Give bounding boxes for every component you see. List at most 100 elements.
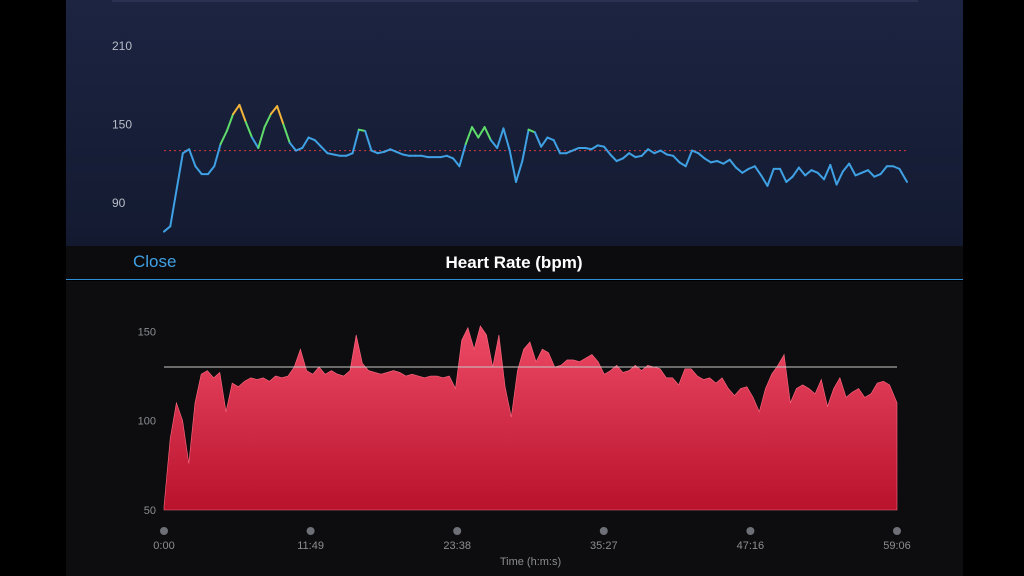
heart-rate-line-segment <box>678 161 687 168</box>
heart-rate-line-segment <box>584 146 593 151</box>
close-button[interactable]: Close <box>133 252 177 271</box>
heart-rate-line-segment <box>810 169 819 174</box>
heart-rate-line-segment <box>697 152 706 160</box>
heart-rate-line-segment <box>684 149 694 168</box>
heart-rate-line-segment <box>175 152 184 191</box>
heart-rate-line-segment <box>854 171 863 177</box>
heart-rate-line-segment <box>181 148 191 155</box>
heart-rate-line-segment <box>489 139 499 149</box>
x-tick-dot <box>893 527 901 535</box>
heart-rate-line-segment <box>502 127 511 152</box>
heart-rate-line-segment <box>251 136 260 149</box>
heart-rate-line-segment <box>879 165 888 176</box>
heart-rate-line-segment <box>829 163 838 186</box>
heart-rate-line-segment <box>288 141 298 152</box>
x-tick-dot <box>453 527 462 535</box>
x-tick-label: 0:00 <box>153 540 174 552</box>
heart-rate-line-segment <box>722 158 731 165</box>
heart-rate-line-segment <box>640 148 650 157</box>
heart-rate-line-segment <box>332 153 342 157</box>
heart-rate-line-segment <box>753 165 763 177</box>
heart-rate-line-segment <box>326 152 335 156</box>
heart-rate-line-segment <box>823 163 832 181</box>
heart-rate-line-segment <box>207 165 216 176</box>
chart-title: Heart Rate (bpm) <box>445 253 583 272</box>
heart-rate-line-segment <box>634 154 643 159</box>
heart-rate-line-segment <box>860 169 870 174</box>
heart-rate-line-segment <box>615 157 624 163</box>
heart-rate-line-segment <box>389 148 398 153</box>
heart-rate-line-segment <box>238 103 247 123</box>
heart-rate-line-segment <box>716 160 725 165</box>
heart-rate-line-segment <box>867 169 876 178</box>
heart-rate-line-segment <box>496 127 505 149</box>
chart-header-bar <box>66 246 963 280</box>
x-tick-dot <box>306 527 315 535</box>
heart-rate-line-segment <box>244 120 254 139</box>
header-divider <box>66 279 963 280</box>
heart-rate-line-segment <box>313 139 323 148</box>
heart-rate-line-segment <box>653 149 662 155</box>
heart-rate-line-segment <box>439 154 448 159</box>
heart-rate-line-segment <box>552 139 562 155</box>
heart-rate-line-segment <box>892 165 901 170</box>
heart-rate-line-segment <box>540 136 549 148</box>
heart-rate-line-segment <box>647 148 656 155</box>
heart-rate-line-segment <box>741 167 750 174</box>
x-axis-label: Time (h:m:s) <box>500 556 561 568</box>
heart-rate-line-segment <box>351 128 360 155</box>
heart-rate-line-segment <box>163 225 172 233</box>
heart-rate-line-segment <box>709 160 719 164</box>
heart-rate-line-segment <box>376 150 386 155</box>
y-tick-label: 210 <box>112 39 132 53</box>
heart-rate-line-segment <box>628 152 637 159</box>
heart-rate-line-segment <box>728 158 738 169</box>
heart-rate-line-segment <box>320 145 329 155</box>
heart-rate-line-segment <box>445 154 455 160</box>
heart-rate-line-segment <box>898 167 908 183</box>
heart-rate-area <box>163 325 898 511</box>
heart-rate-line-segment <box>735 166 744 174</box>
heart-rate-line-segment <box>188 148 197 168</box>
y-tick-label: 90 <box>112 196 126 210</box>
heart-rate-line-segment <box>194 165 203 176</box>
heart-rate-line-segment <box>672 154 681 164</box>
heart-rate-line-segment <box>621 152 631 160</box>
heart-rate-line-segment <box>357 128 367 132</box>
heart-rate-line-segment <box>873 173 882 178</box>
heart-rate-line-segment <box>760 174 769 187</box>
summary-chart-panel: 150 100 50 0:00 11:49 23:38 35:27 47:16 59:06 Tim… <box>66 281 963 576</box>
heart-rate-line-segment <box>420 154 430 159</box>
heart-rate-line-segment <box>477 126 486 139</box>
heart-rate-line-segment <box>791 166 800 178</box>
detail-chart-panel: 210 150 90 <box>66 0 963 246</box>
heart-rate-line-segment <box>464 126 474 146</box>
heart-rate-line-segment <box>515 160 524 183</box>
heart-rate-line-segment <box>282 123 291 144</box>
heart-rate-line-segment <box>263 113 272 129</box>
x-tick-dot <box>599 527 608 535</box>
heart-rate-line-segment <box>596 144 606 148</box>
heart-rate-line-segment <box>571 146 580 152</box>
heart-rate-line-segment <box>816 171 826 181</box>
y-tick-label: 150 <box>112 117 132 131</box>
heart-rate-line-segment <box>383 148 392 153</box>
heart-rate-line-segment <box>401 153 411 157</box>
heart-rate-line-segment <box>665 153 675 157</box>
heart-rate-line-segment <box>232 103 241 116</box>
heart-rate-line-segment <box>364 130 373 152</box>
heart-rate-line-segment <box>691 149 700 155</box>
heart-rate-line-segment <box>508 149 518 183</box>
heart-rate-line-segment <box>301 136 310 149</box>
heart-rate-line-chart: 210 150 90 <box>112 0 918 233</box>
heart-rate-line-segment <box>779 167 788 183</box>
heart-rate-line-segment <box>590 144 599 151</box>
x-tick-label: 59:06 <box>883 540 911 552</box>
heart-rate-line-segment <box>546 136 555 142</box>
heart-rate-line-segment <box>269 105 279 116</box>
x-tick-label: 35:27 <box>590 540 618 552</box>
heart-rate-line-segment <box>521 128 530 163</box>
heart-rate-line-segment <box>345 152 354 157</box>
heart-rate-line-segment <box>804 169 813 177</box>
heart-rate-line-segment <box>225 113 235 132</box>
